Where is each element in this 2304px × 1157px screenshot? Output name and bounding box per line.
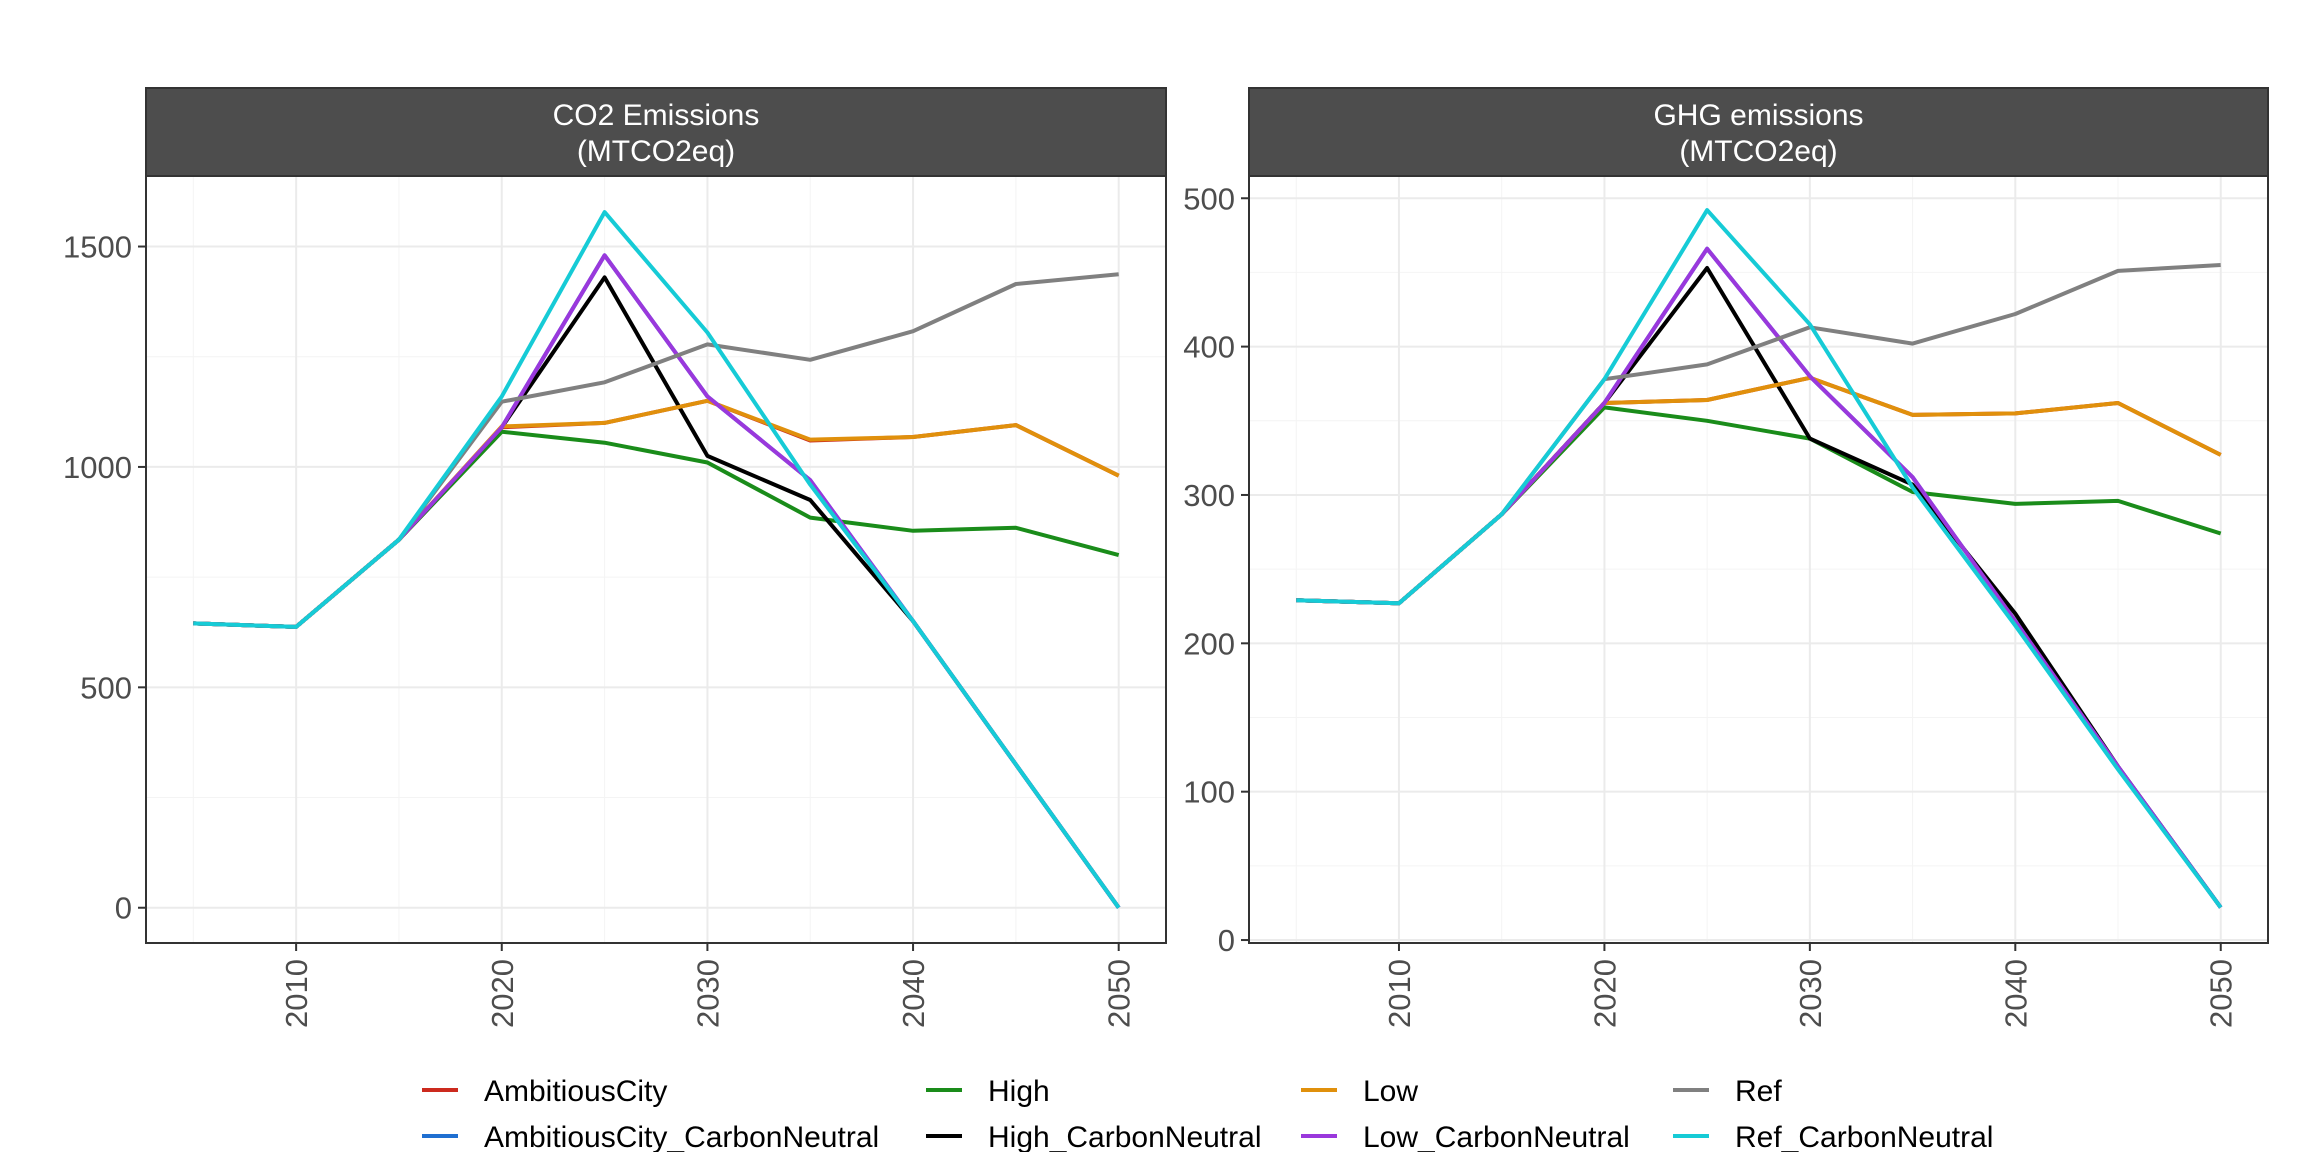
facet-strip	[145, 87, 1167, 177]
x-tick-label: 2030	[690, 959, 725, 1028]
legend-item-Low: Low	[1301, 1075, 1418, 1108]
x-tick-label: 2040	[896, 959, 931, 1028]
y-tick-label: 200	[1183, 626, 1235, 661]
y-tick-label: 0	[1218, 923, 1235, 958]
facet-title-line: GHG emissions	[1653, 99, 1863, 132]
legend-label: Low_CarbonNeutral	[1363, 1121, 1630, 1152]
legend-item-Ref_CarbonNeutral: Ref_CarbonNeutral	[1673, 1121, 1993, 1154]
y-tick-label: 0	[115, 891, 132, 926]
panel-2: GHG emissions(MTCO2eq) 0 100 200 300 400 500 20…	[1183, 87, 2269, 1028]
legend-label: High	[988, 1075, 1050, 1108]
y-tick-label: 1000	[63, 450, 132, 485]
y-tick-label: 500	[1183, 181, 1235, 216]
panel-1: CO2 Emissions(MTCO2eq) 0 500 1000 1500 2010 20…	[63, 87, 1167, 1028]
legend-label: High_CarbonNeutral	[988, 1121, 1262, 1152]
legend-label: AmbitiousCity	[484, 1075, 667, 1108]
x-tick-label: 2010	[279, 959, 314, 1028]
legend-label: Low	[1363, 1075, 1418, 1108]
legend-item-Low_CarbonNeutral: Low_CarbonNeutral	[1301, 1121, 1630, 1154]
legend-label: AmbitiousCity_CarbonNeutral	[484, 1121, 879, 1152]
plot-background	[146, 176, 1166, 943]
facet-title-line: (MTCO2eq)	[1679, 135, 1837, 168]
y-tick-label: 300	[1183, 478, 1235, 513]
x-tick-label: 2050	[1102, 959, 1137, 1028]
legend-item-High_CarbonNeutral: High_CarbonNeutral	[926, 1121, 1262, 1154]
y-tick-label: 1500	[63, 230, 132, 265]
facet-title-line: CO2 Emissions	[553, 99, 760, 132]
x-tick-label: 2020	[485, 959, 520, 1028]
legend: AmbitiousCity AmbitiousCity_CarbonNeutral…	[422, 1075, 1993, 1154]
series-line-Ref_CarbonNeutral	[1296, 208, 2223, 909]
legend-label: Ref_CarbonNeutral	[1735, 1121, 1993, 1152]
x-tick-label: 2020	[1587, 959, 1622, 1028]
facet-strip	[1248, 87, 2269, 177]
x-tick-label: 2030	[1793, 959, 1828, 1028]
plot-background	[1249, 176, 2268, 943]
x-tick-label: 2040	[1998, 959, 2033, 1028]
x-tick-label: 2050	[2204, 959, 2239, 1028]
facet-title-line: (MTCO2eq)	[577, 135, 735, 168]
legend-item-AmbitiousCity_CarbonNeutral: AmbitiousCity_CarbonNeutral	[422, 1121, 879, 1154]
y-tick-label: 500	[80, 670, 132, 705]
legend-label: Ref	[1735, 1075, 1782, 1108]
legend-item-High: High	[926, 1075, 1050, 1108]
legend-item-AmbitiousCity: AmbitiousCity	[422, 1075, 667, 1108]
y-tick-label: 100	[1183, 775, 1235, 810]
legend-item-Ref: Ref	[1673, 1075, 1782, 1108]
series-line-Ref_CarbonNeutral	[193, 210, 1121, 909]
x-tick-label: 2010	[1382, 959, 1417, 1028]
y-tick-label: 400	[1183, 330, 1235, 365]
